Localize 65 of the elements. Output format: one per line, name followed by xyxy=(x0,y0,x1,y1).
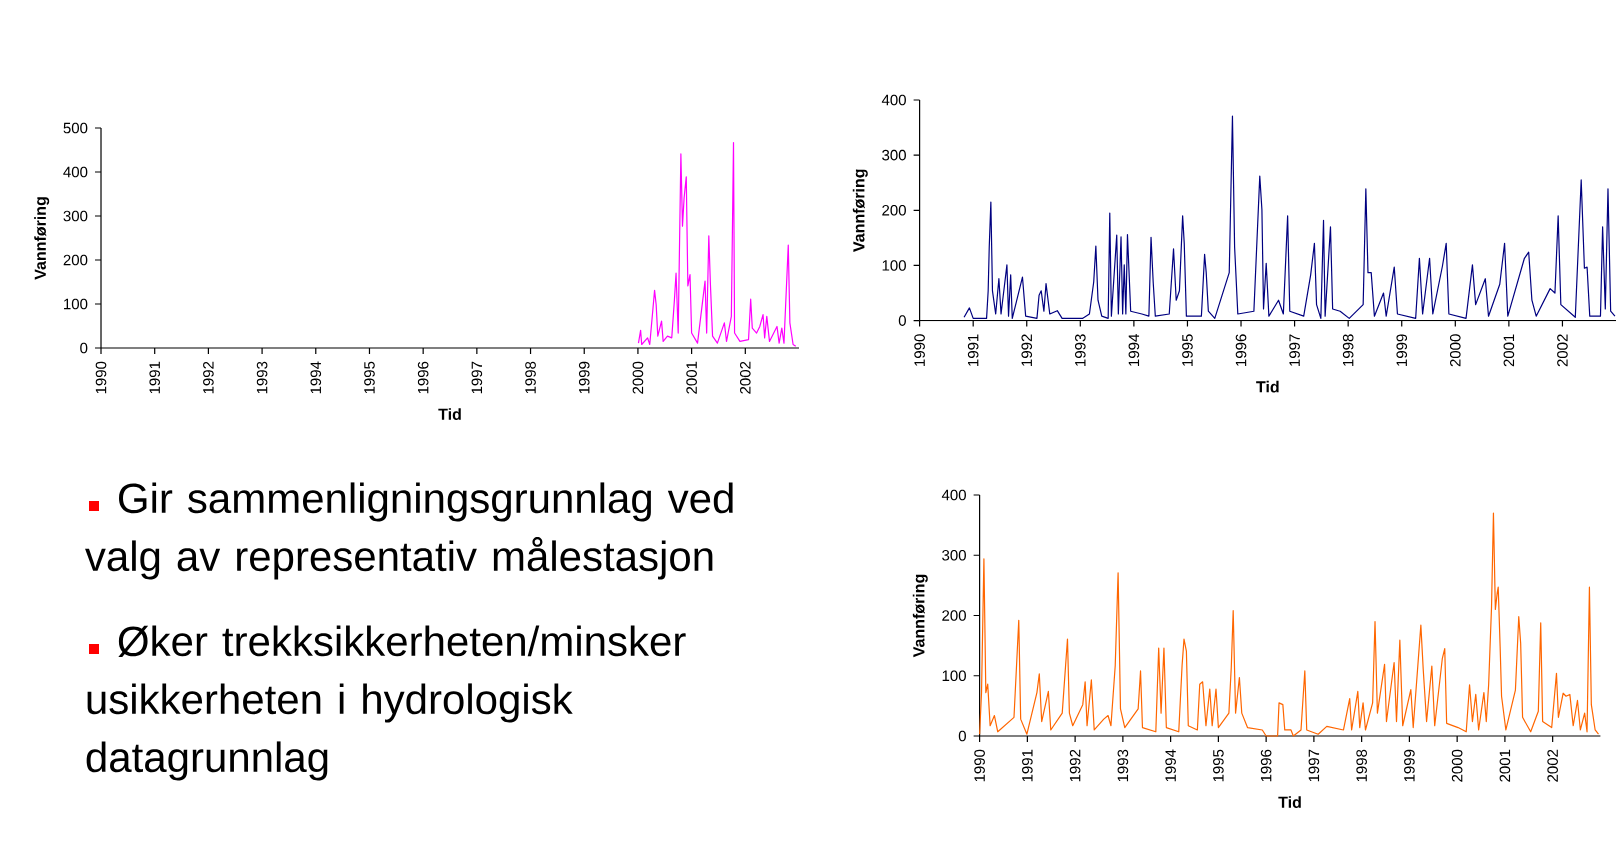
y-axis-title: Vannføring xyxy=(34,197,50,280)
x-tick-label: 1996 xyxy=(1235,334,1247,366)
x-tick-label: 1992 xyxy=(203,361,214,394)
x-tick-label: 1991 xyxy=(1022,749,1033,782)
x-tick-label: 2000 xyxy=(1451,749,1463,782)
x-tick-label: 1997 xyxy=(471,361,483,394)
x-tick-label: 1990 xyxy=(95,361,107,394)
y-tick-label: 0 xyxy=(958,730,966,742)
y-tick-label: 100 xyxy=(942,670,966,682)
x-tick-label: 1995 xyxy=(1182,334,1193,366)
y-tick-label: 100 xyxy=(882,260,906,271)
y-axis-title: Vannføring xyxy=(852,169,868,252)
y-tick-label: 200 xyxy=(882,204,906,216)
text: Øker trekksikkerheten/minsker usikkerheten i hydrologisk datagrunnlag xyxy=(86,625,686,781)
x-tick-label: 1995 xyxy=(1213,749,1224,782)
x-tick-label: 1998 xyxy=(1342,334,1354,366)
x-tick-label: 1991 xyxy=(967,334,979,366)
y-tick-label: 300 xyxy=(63,210,88,222)
x-tick-label: 1993 xyxy=(1117,749,1129,782)
x-tick-label: 1991 xyxy=(149,361,161,394)
y-tick-label: 400 xyxy=(63,166,88,178)
x-tick-label: 1998 xyxy=(1356,749,1367,782)
line-series xyxy=(637,141,797,347)
x-tick-label: 1993 xyxy=(1075,334,1086,366)
y-axis-title: Vannføring xyxy=(912,574,928,658)
x-tick-label: 1997 xyxy=(1308,749,1320,782)
y-tick-label: 0 xyxy=(80,342,88,354)
x-tick-label: 1992 xyxy=(1021,334,1033,366)
x-axis-title: Tid xyxy=(1256,380,1279,393)
x-tick-label: 1990 xyxy=(974,749,985,782)
x-tick-label: 1994 xyxy=(310,361,322,394)
y-tick-label: 500 xyxy=(63,122,88,134)
x-tick-label: 2002 xyxy=(1557,334,1568,367)
y-tick-label: 200 xyxy=(942,610,966,621)
x-tick-label: 2000 xyxy=(1449,334,1461,367)
y-tick-label: 0 xyxy=(898,315,906,326)
x-tick-label: 1996 xyxy=(1260,749,1272,782)
y-tick-label: 300 xyxy=(882,149,906,161)
x-tick-label: 2002 xyxy=(1547,749,1558,782)
x-tick-label: 1997 xyxy=(1289,334,1300,366)
x-tick-label: 1990 xyxy=(914,334,925,366)
x-tick-label: 2001 xyxy=(686,361,697,394)
x-tick-label: 1999 xyxy=(578,361,590,394)
x-tick-label: 1995 xyxy=(364,361,375,394)
y-tick-label: 100 xyxy=(64,298,88,310)
y-tick-label: 400 xyxy=(941,489,966,501)
x-tick-label: 1998 xyxy=(525,361,536,394)
y-tick-label: 400 xyxy=(881,94,906,106)
line-series xyxy=(963,115,1616,319)
x-tick-label: 1999 xyxy=(1396,334,1408,366)
x-tick-label: 1999 xyxy=(1404,749,1415,782)
x-tick-label: 1992 xyxy=(1069,749,1081,782)
x-tick-label: 1994 xyxy=(1128,334,1140,366)
x-tick-label: 1994 xyxy=(1165,749,1176,782)
x-tick-label: 2002 xyxy=(740,361,751,394)
x-tick-label: 2001 xyxy=(1499,749,1511,782)
x-tick-label: 2000 xyxy=(632,361,644,394)
x-axis-title: Tid xyxy=(438,408,461,420)
x-tick-label: 2001 xyxy=(1503,334,1515,367)
y-tick-label: 300 xyxy=(942,549,966,561)
x-tick-label: 1996 xyxy=(417,361,429,394)
x-axis-title: Tid xyxy=(1278,796,1301,808)
text: Gir sammenligningsgrunnlag ved valg av representativ målestasjon xyxy=(85,482,733,580)
x-tick-label: 1993 xyxy=(256,361,268,394)
y-tick-label: 200 xyxy=(63,254,88,266)
